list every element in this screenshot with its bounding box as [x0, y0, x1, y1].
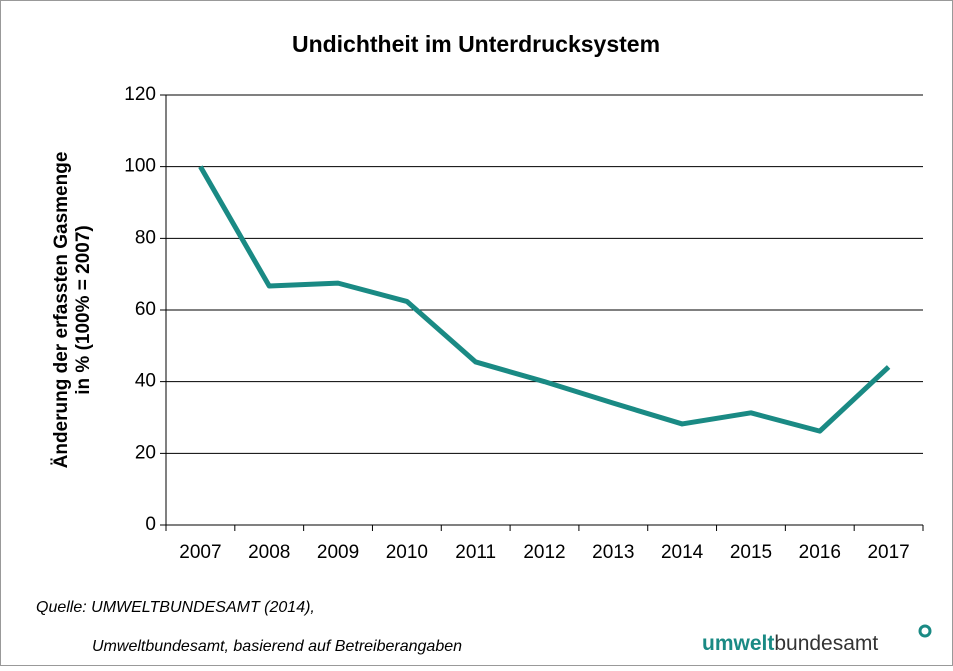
x-tick-label: 2015 [730, 542, 772, 563]
x-tick-label: 2010 [386, 542, 428, 563]
logo-icon [918, 624, 932, 638]
line-series [198, 165, 891, 434]
x-tick-label: 2013 [592, 542, 634, 563]
x-tick-label: 2016 [799, 542, 841, 563]
logo-rest: bundesamt [774, 632, 878, 655]
x-tick-label: 2008 [248, 542, 290, 563]
source: Quelle: UMWELTBUNDESAMT (2014), [36, 599, 315, 616]
x-tick-label: 2014 [661, 542, 704, 563]
x-tick-label: 2017 [867, 542, 909, 563]
y-tick-label: 120 [124, 84, 156, 105]
x-tick-label: 2009 [317, 542, 359, 563]
y-tick-label: 40 [135, 371, 156, 392]
y-tick-label: 100 [124, 156, 156, 177]
y-tick-label: 0 [145, 514, 156, 535]
source: Umweltbundesamt, basierend auf Betreiber… [92, 638, 462, 655]
y-axis-label: Änderung der erfassten Gasmenge [51, 152, 72, 469]
x-tick-label: 2012 [523, 542, 565, 563]
logo: umweltbundesamt [702, 632, 878, 655]
y-tick-label: 80 [135, 227, 156, 248]
y-axis-label: in % (100% = 2007) [73, 225, 94, 395]
x-tick-label: 2011 [455, 542, 496, 563]
logo-bold: umwelt [702, 632, 774, 655]
y-tick-label: 20 [135, 442, 156, 463]
chart-title: Undichtheit im Unterdrucksystem [292, 31, 660, 57]
x-tick-label: 2007 [179, 542, 221, 563]
y-tick-label: 60 [135, 299, 156, 320]
